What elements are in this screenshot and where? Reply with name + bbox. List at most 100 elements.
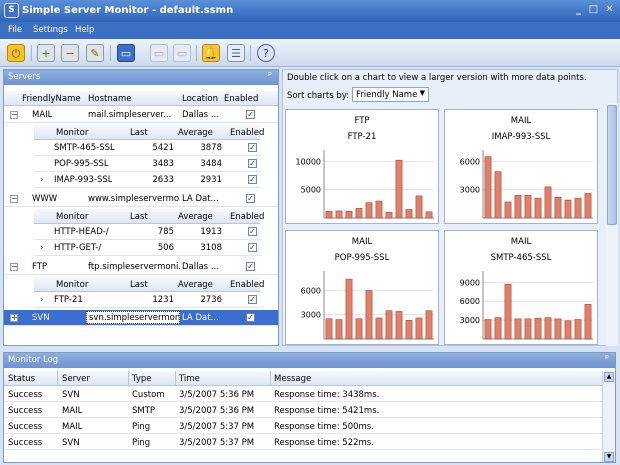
col-enabled[interactable]: Enabled (230, 280, 265, 290)
monitor-row[interactable]: › IMAP-993-SSL 2633 2931 ✓ (34, 172, 260, 188)
monitor-row[interactable]: › FTP-21 1231 2736 ✓ (34, 292, 260, 308)
col-average[interactable]: Average (178, 212, 213, 222)
col-message[interactable]: Message (274, 374, 312, 384)
col-last[interactable]: Last (130, 212, 148, 222)
chart-bar (534, 197, 542, 219)
chart-bar (564, 199, 572, 219)
log-row[interactable]: Success SVN Ping 3/5/2007 5:37 PM Respon… (4, 435, 602, 450)
chart-card[interactable]: MAIL POP-995-SSL 3000 6000 (285, 230, 439, 345)
monitor-row[interactable]: HTTP-HEAD-/ 785 1913 ✓ (34, 224, 260, 240)
enabled-checkbox[interactable]: ✓ (246, 313, 255, 322)
menu-settings[interactable]: Settings (33, 25, 68, 35)
enabled-checkbox[interactable]: ✓ (246, 110, 255, 119)
collapse-icon[interactable]: − (10, 194, 18, 203)
collapse-icon[interactable]: − (10, 262, 18, 271)
col-enabled[interactable]: Enabled (230, 128, 265, 138)
chart-subtitle: IMAP-993-SSL (491, 132, 551, 142)
collapse-icon[interactable]: − (10, 110, 18, 119)
close-button[interactable]: ✕ (605, 4, 614, 15)
chart-bar (574, 319, 582, 340)
remove-server-icon[interactable]: − (61, 44, 79, 62)
monitor-row[interactable]: › HTTP-GET-/ 506 3108 ✓ (34, 240, 260, 256)
col-average[interactable]: Average (178, 128, 213, 138)
menu-help[interactable]: Help (75, 25, 95, 35)
column-divider (128, 371, 129, 386)
enabled-checkbox[interactable]: ✓ (248, 143, 257, 152)
minimize-button[interactable]: _ (576, 4, 581, 15)
add-monitor-icon[interactable]: ▭ (150, 44, 168, 62)
row-pointer-icon: › (40, 243, 44, 253)
scrollbar-thumb[interactable] (607, 105, 617, 225)
power-icon[interactable]: ⏻ (7, 44, 25, 62)
chart-bar (574, 197, 582, 219)
server-row-ftp[interactable]: − FTP ftp.simpleservermoni... Dallas ...… (4, 259, 278, 275)
enabled-checkbox[interactable]: ✓ (246, 262, 255, 271)
log-row[interactable]: Success SVN Custom 3/5/2007 5:36 PM Resp… (4, 387, 602, 402)
log-server: SVN (62, 438, 80, 448)
menu-file[interactable]: File (8, 25, 23, 35)
monitor-name: FTP-21 (54, 295, 83, 305)
remove-monitor-icon[interactable]: ▭ (173, 44, 191, 62)
monitor-icon[interactable]: ▭ (117, 44, 135, 62)
chart-card[interactable]: MAIL SMTP-465-SSL 3000 6000 9000 (444, 230, 598, 345)
log-panel-header: Monitor Log ᵖ (4, 353, 615, 368)
col-average[interactable]: Average (178, 280, 213, 290)
maximize-button[interactable]: □ (588, 4, 599, 15)
col-type[interactable]: Type (132, 374, 152, 384)
servers-panel-title: Servers (8, 72, 41, 82)
chart-card[interactable]: MAIL IMAP-993-SSL 3000 6000 (444, 109, 598, 224)
chart-bar (425, 310, 433, 340)
enabled-checkbox[interactable]: ✓ (248, 227, 257, 236)
server-row-www[interactable]: − WWW www.simpleservermo... LA Dat... ✓ (4, 191, 278, 207)
col-monitor[interactable]: Monitor (56, 280, 89, 290)
server-location: LA Dat... (182, 194, 219, 204)
chart-bar (405, 209, 413, 219)
chart-card[interactable]: FTP FTP-21 5000 10000 (285, 109, 439, 224)
log-row[interactable]: Success MAIL SMTP 3/5/2007 5:36 PM Respo… (4, 403, 602, 418)
bell-icon[interactable]: 🔔 (202, 44, 220, 62)
col-friendlyname[interactable]: FriendlyName (22, 94, 81, 104)
enabled-checkbox[interactable]: ✓ (248, 243, 257, 252)
col-hostname[interactable]: Hostname (88, 94, 132, 104)
monitor-row[interactable]: SMTP-465-SSL 5421 3878 ✓ (34, 140, 260, 156)
server-row-svn[interactable]: + SVN svn.simpleservermoni... LA Dat... … (4, 310, 278, 326)
col-location[interactable]: Location (182, 94, 218, 104)
col-monitor[interactable]: Monitor (56, 212, 89, 222)
monitor-name: HTTP-GET-/ (54, 243, 102, 253)
scroll-down-button[interactable]: ▼ (604, 452, 614, 462)
log-scrollbar[interactable]: ▲ ▼ (602, 371, 615, 462)
help-icon[interactable]: ? (257, 44, 275, 62)
col-server[interactable]: Server (62, 374, 90, 384)
server-name: MAIL (32, 110, 53, 120)
enabled-checkbox[interactable]: ✓ (248, 175, 257, 184)
log-row[interactable]: Success MAIL Ping 3/5/2007 5:37 PM Respo… (4, 419, 602, 434)
col-enabled[interactable]: Enabled (230, 212, 265, 222)
chart-bar (564, 320, 572, 340)
chart-bar (335, 319, 343, 340)
enabled-checkbox[interactable]: ✓ (248, 159, 257, 168)
monitor-grid-header: Monitor Last Average Enabled (34, 125, 264, 140)
log-icon[interactable]: ☰ (227, 44, 245, 62)
enabled-checkbox[interactable]: ✓ (248, 295, 257, 304)
chart-bar (504, 283, 512, 340)
col-status[interactable]: Status (8, 374, 36, 384)
col-time[interactable]: Time (179, 374, 200, 384)
chart-bar (325, 318, 333, 340)
col-enabled[interactable]: Enabled (224, 94, 259, 104)
monitor-grid-header: Monitor Last Average Enabled (34, 209, 264, 224)
monitor-average: 3878 (200, 143, 222, 153)
pin-icon[interactable]: ᵖ (268, 71, 272, 81)
sort-select[interactable]: Friendly Name ▼ (352, 87, 429, 102)
charts-scrollbar[interactable] (606, 103, 618, 346)
add-server-icon[interactable]: + (37, 44, 55, 62)
enabled-checkbox[interactable]: ✓ (246, 194, 255, 203)
scroll-up-button[interactable]: ▲ (604, 372, 614, 382)
col-last[interactable]: Last (130, 128, 148, 138)
edit-server-icon[interactable]: ✎ (86, 44, 104, 62)
server-row-mail[interactable]: − MAIL mail.simpleserver... Dallas ... ✓ (4, 107, 278, 123)
pin-icon[interactable]: ᵖ (605, 354, 609, 364)
monitor-row[interactable]: POP-995-SSL 3483 3484 ✓ (34, 156, 260, 172)
expand-icon[interactable]: + (10, 313, 18, 322)
col-monitor[interactable]: Monitor (56, 128, 89, 138)
col-last[interactable]: Last (130, 280, 148, 290)
